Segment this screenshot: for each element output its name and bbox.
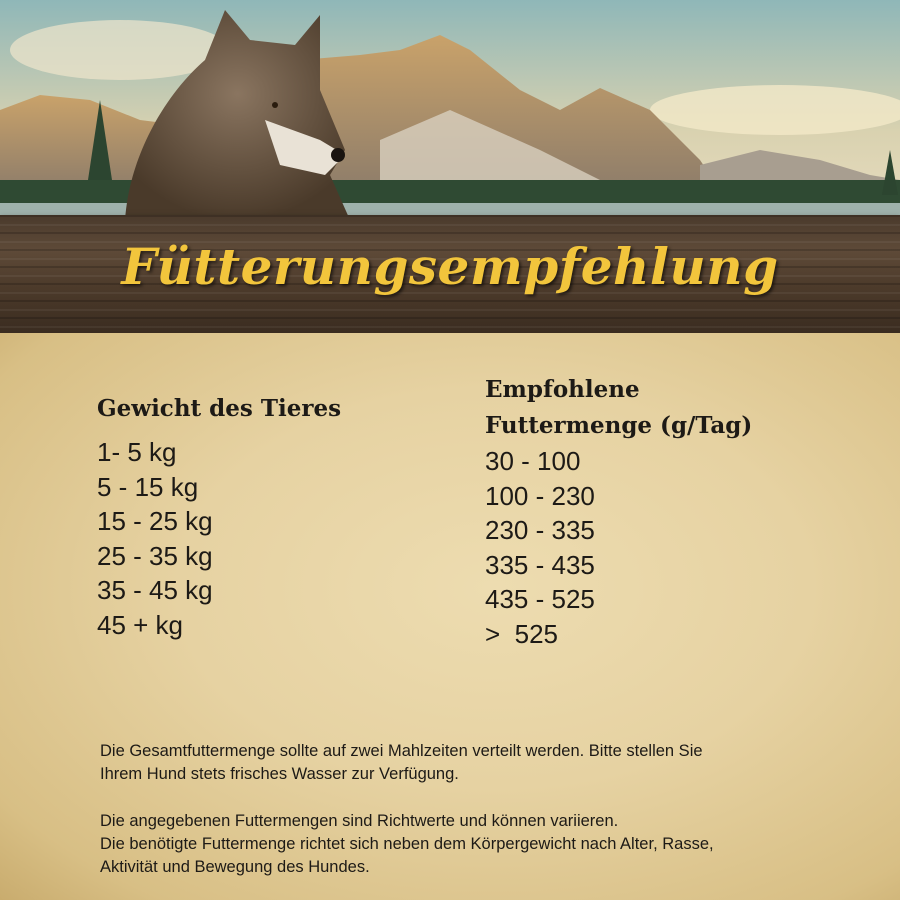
page-title: Fütterungsempfehlung <box>121 237 779 296</box>
amount-column: Empfohlene Futtermenge (g/Tag) 30 - 100 … <box>485 372 752 652</box>
note-paragraph-2: Die angegebenen Futtermengen sind Richtw… <box>100 810 714 879</box>
amount-header-line2: Futtermenge (g/Tag) <box>485 412 753 439</box>
note-line: Die benötigte Futtermenge richtet sich n… <box>100 835 714 853</box>
amount-cell: 335 - 435 <box>485 549 595 580</box>
weight-cell: 5 - 15 kg <box>97 471 199 502</box>
weight-cell: 15 - 25 kg <box>97 506 213 537</box>
note-line: Aktivität und Bewegung des Hundes. <box>100 858 370 876</box>
note-line: Die angegebenen Futtermengen sind Richtw… <box>100 812 619 830</box>
amount-cell: 100 - 230 <box>485 480 595 511</box>
weight-cell: 25 - 35 kg <box>97 540 213 571</box>
wolf-landscape-image <box>0 0 900 220</box>
amount-cell: 230 - 335 <box>485 515 595 546</box>
parchment-panel: Gewicht des Tieres 1- 5 kg 5 - 15 kg 15 … <box>0 333 900 900</box>
amount-cell: 435 - 525 <box>485 584 595 615</box>
amount-header-line1: Empfohlene <box>485 376 640 403</box>
note-paragraph-1: Die Gesamtfuttermenge sollte auf zwei Ma… <box>100 740 703 786</box>
note-line: Ihrem Hund stets frisches Wasser zur Ver… <box>100 765 459 783</box>
note-line: Die Gesamtfuttermenge sollte auf zwei Ma… <box>100 742 703 760</box>
weight-header: Gewicht des Tieres <box>97 395 342 422</box>
amount-cell: > 525 <box>485 618 559 649</box>
amount-cell: 30 - 100 <box>485 446 581 476</box>
weight-cell: 1- 5 kg <box>97 437 177 467</box>
wood-banner: Fütterungsempfehlung <box>0 215 900 333</box>
weight-column: Gewicht des Tieres 1- 5 kg 5 - 15 kg 15 … <box>97 391 341 643</box>
weight-cell: 35 - 45 kg <box>97 575 213 606</box>
weight-cell: 45 + kg <box>97 609 184 640</box>
